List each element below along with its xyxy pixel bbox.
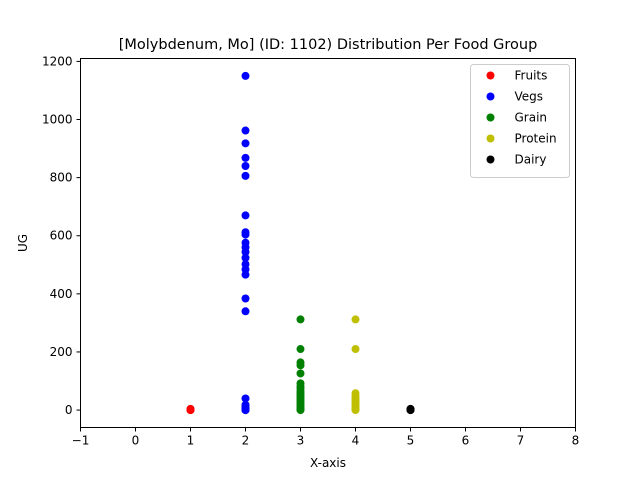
legend-marker [486,113,495,122]
point-protein [351,315,360,324]
point-grain [296,315,305,324]
x-tick-label: 3 [297,434,305,448]
point-vegs [241,406,250,415]
point-vegs [241,307,250,316]
legend-marker [486,155,495,164]
y-tick-label: 1000 [42,113,73,127]
y-tick-label: 800 [50,171,73,185]
x-tick-label: 8 [572,434,580,448]
point-vegs [241,294,250,303]
point-vegs [241,171,250,180]
x-tick-label: 4 [352,434,360,448]
point-protein [351,406,360,415]
legend-marker [486,134,495,143]
y-axis-label: UG [16,234,30,252]
legend-label: Fruits [515,69,548,83]
point-vegs [241,230,250,239]
legend-label: Vegs [515,90,544,104]
legend-label: Protein [515,132,557,146]
point-vegs [241,248,250,257]
y-axis-ticks: 0 200 400 600 800 1000 1200 [42,54,81,417]
x-tick-label: 1 [187,434,195,448]
legend-label: Dairy [515,153,547,167]
y-tick-label: 400 [50,287,73,301]
legend-marker [486,71,495,80]
x-axis-ticks: −1 0 1 2 3 4 5 6 7 8 [72,427,580,448]
x-tick-label: 5 [407,434,415,448]
x-tick-label: 0 [132,434,140,448]
point-grain [296,361,305,370]
point-vegs [241,270,250,279]
legend-marker [486,92,495,101]
point-vegs [241,211,250,220]
y-tick-label: 0 [65,403,73,417]
point-vegs [241,162,250,171]
point-vegs [241,253,250,262]
y-tick-label: 600 [50,229,73,243]
x-tick-label: 7 [517,434,525,448]
x-tick-label: −1 [72,434,90,448]
point-vegs [241,394,250,403]
legend-box [470,64,570,178]
x-axis-label: X-axis [310,456,346,470]
point-protein [351,345,360,354]
point-vegs [241,126,250,135]
point-vegs [241,139,250,148]
point-grain [296,406,305,415]
point-vegs [241,71,250,80]
point-grain [296,369,305,378]
point-fruits [186,404,195,413]
legend: Fruits Vegs Grain Protein Dairy [470,64,570,178]
point-dairy [406,404,415,413]
chart-title: [Molybdenum, Mo] (ID: 1102) Distribution… [119,37,538,53]
plot-frame [80,58,576,428]
x-tick-label: 6 [462,434,470,448]
point-vegs [241,153,250,162]
y-tick-label: 1200 [42,54,73,68]
x-tick-label: 2 [242,434,250,448]
point-grain [296,345,305,354]
data-points [186,71,415,415]
y-tick-label: 200 [50,345,73,359]
legend-label: Grain [515,111,548,125]
